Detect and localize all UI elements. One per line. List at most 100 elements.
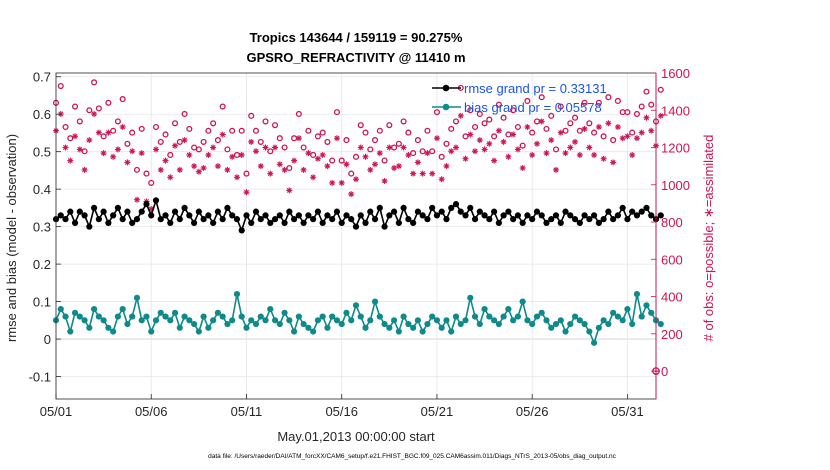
rmse-point — [624, 216, 631, 223]
bias-point — [433, 317, 441, 324]
assimilated-point — [248, 138, 255, 145]
bias-point — [495, 320, 502, 328]
possible-point — [395, 140, 402, 147]
assimilated-point — [162, 157, 169, 164]
assimilated-point — [372, 161, 378, 168]
assimilated-point — [191, 163, 198, 170]
assimilated-point — [91, 111, 98, 117]
possible-point — [186, 125, 193, 132]
possible-point — [271, 122, 279, 129]
bias-point — [271, 317, 279, 324]
possible-point — [471, 123, 479, 131]
rmse-point — [338, 219, 345, 226]
assimilated-point — [362, 153, 369, 160]
bias-point — [319, 313, 326, 320]
possible-point — [176, 138, 183, 145]
rmse-point — [219, 216, 226, 223]
possible-point — [448, 125, 455, 132]
bias-point — [448, 328, 455, 335]
rmse-point — [162, 212, 169, 219]
bias-point — [262, 317, 269, 324]
plot-frame — [55, 72, 657, 400]
rmse-point — [76, 208, 83, 215]
assimilated-point — [238, 152, 245, 158]
rmse-point — [214, 208, 222, 215]
rmse-point — [590, 212, 598, 219]
assimilated-point — [586, 144, 593, 151]
bias-point — [286, 317, 293, 324]
possible-point — [167, 151, 174, 159]
bias-point — [405, 320, 412, 328]
possible-point — [476, 110, 483, 118]
assimilated-point — [286, 187, 293, 194]
x-tick-label: 05/11 — [231, 404, 263, 419]
bias-point — [152, 317, 160, 324]
bias-point — [471, 313, 479, 320]
bias-point — [600, 317, 607, 324]
assimilated-point — [495, 127, 502, 134]
rmse-point — [138, 208, 145, 215]
possible-point — [62, 123, 69, 131]
assimilated-point — [576, 152, 583, 158]
possible-point — [386, 122, 393, 129]
possible-point — [452, 118, 460, 125]
assimilated-point — [195, 168, 202, 175]
assimilated-point — [453, 144, 459, 151]
bias-point — [333, 317, 341, 324]
bias-point — [519, 298, 526, 305]
rmse-point — [448, 204, 455, 211]
bias-point — [376, 313, 383, 320]
possible-point — [348, 170, 355, 177]
assimilated-point — [167, 174, 174, 181]
possible-point — [648, 101, 655, 108]
y-right-tick-label: 200 — [661, 327, 683, 342]
rmse-point — [524, 212, 531, 219]
bias-point — [367, 317, 374, 324]
rmse-point — [267, 219, 274, 226]
rmse-point — [176, 216, 183, 223]
possible-point — [552, 146, 560, 153]
y-right-tick-label: 1000 — [661, 178, 690, 193]
possible-point — [533, 118, 541, 125]
rmse-point — [424, 216, 431, 223]
rmse-point — [86, 223, 93, 230]
legend-bias-label: bias grand pr = 0.05578 — [464, 100, 602, 115]
rmse-point — [314, 208, 322, 215]
bias-point — [657, 320, 664, 328]
rmse-point — [390, 208, 398, 215]
bias-point — [362, 324, 369, 331]
possible-point — [367, 146, 374, 153]
bias-point — [414, 317, 422, 324]
rmse-point — [276, 212, 283, 219]
bias-point — [329, 313, 336, 320]
assimilated-point — [519, 165, 526, 171]
bias-point — [457, 320, 464, 328]
bias-point — [243, 324, 250, 331]
y-right-tick-label: 0 — [661, 364, 668, 379]
assimilated-point — [614, 124, 621, 130]
possible-point — [562, 127, 569, 134]
rmse-point — [305, 212, 312, 219]
possible-point — [500, 114, 507, 121]
rmse-point — [124, 208, 131, 215]
rmse-point — [319, 219, 326, 226]
rmse-point — [286, 208, 293, 215]
assimilated-point — [338, 179, 345, 186]
bias-point — [214, 309, 222, 316]
rmse-point — [433, 212, 441, 219]
rmse-point — [610, 216, 617, 223]
rmse-point — [595, 219, 602, 226]
assimilated-point — [529, 152, 536, 158]
possible-point — [262, 118, 269, 125]
bias-point — [529, 320, 536, 328]
possible-point — [614, 97, 621, 104]
x-axis-label: May.01,2013 00:00:00 start — [277, 429, 435, 444]
bias-point — [614, 313, 622, 320]
possible-point — [405, 129, 412, 136]
rmse-point — [543, 219, 550, 226]
bias-point — [605, 320, 612, 328]
possible-point — [486, 116, 493, 123]
y-axis-left-label: rmse and bias (model - observation) — [4, 134, 19, 342]
possible-point — [124, 140, 131, 147]
possible-point — [381, 157, 388, 164]
